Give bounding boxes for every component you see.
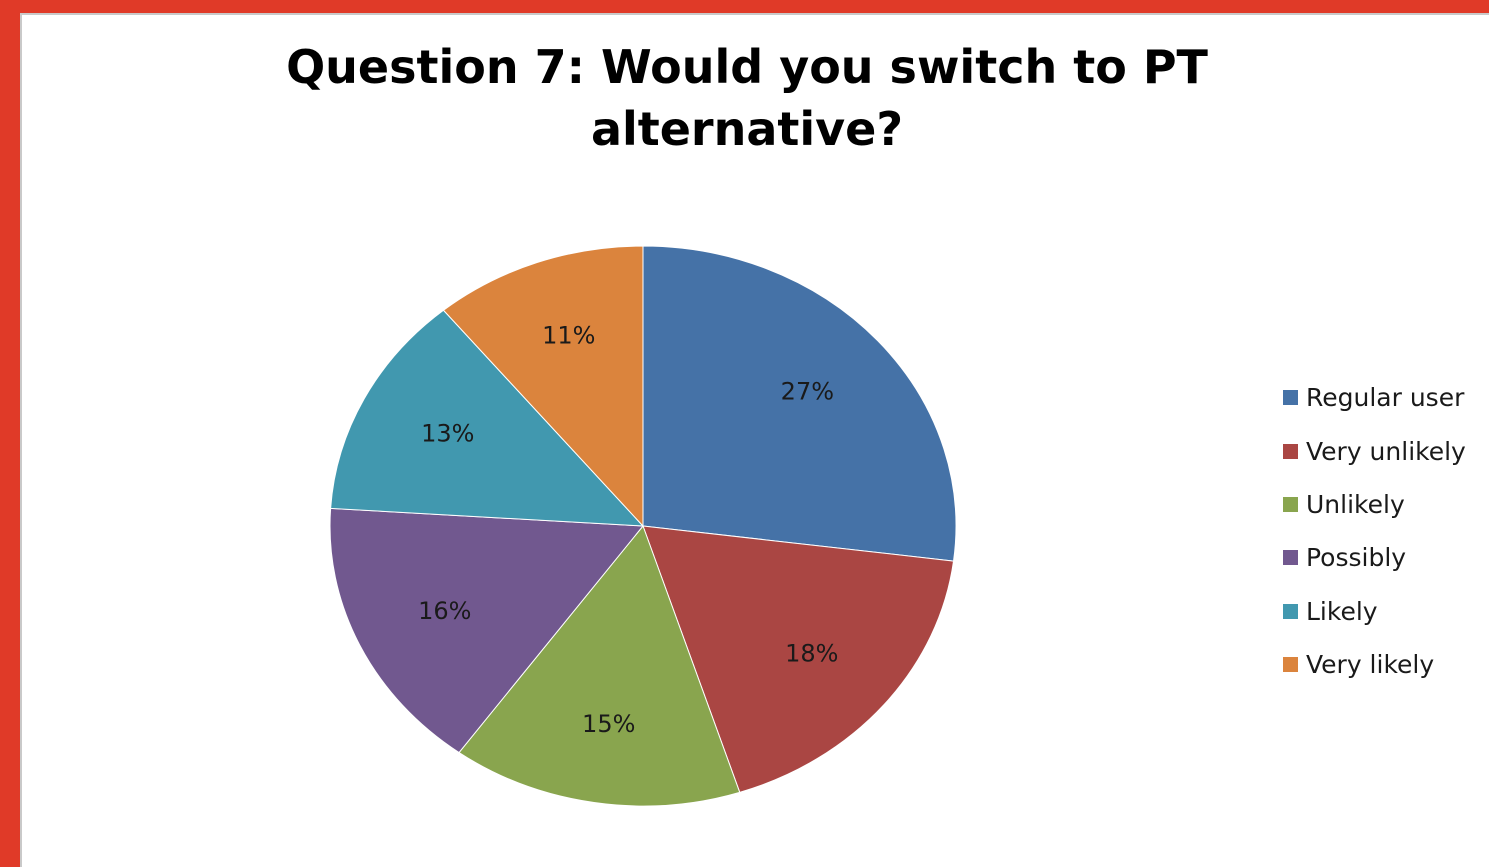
legend-swatch xyxy=(1283,657,1298,673)
data-label-unlikely: 15% xyxy=(582,710,635,738)
legend-label: Possibly xyxy=(1306,543,1407,573)
data-label-possibly: 16% xyxy=(418,597,471,625)
pie-slice-very-unlikely xyxy=(642,525,955,793)
legend-item-unlikely: Unlikely xyxy=(1283,478,1466,531)
legend-swatch xyxy=(1283,603,1298,619)
pie-slice-possibly xyxy=(329,507,645,754)
legend-item-very-likely: Very likely xyxy=(1283,638,1466,691)
pie-slice-unlikely xyxy=(458,524,741,807)
legend-label: Likely xyxy=(1306,596,1378,626)
legend-swatch xyxy=(1283,496,1298,512)
chart-title-line-2: alternative? xyxy=(590,102,904,156)
legend-label: Regular user xyxy=(1306,383,1465,413)
chart-title-line-1: Question 7: Would you switch to PT xyxy=(286,40,1208,94)
legend-item-very-unlikely: Very unlikely xyxy=(1283,424,1466,477)
legend-swatch xyxy=(1283,390,1298,406)
pie-slice-very-likely xyxy=(442,245,644,528)
legend-item-regular-user: Regular user xyxy=(1283,371,1466,424)
chart-legend: Regular user Very unlikely Unlikely Possibl… xyxy=(1283,371,1466,691)
data-label-likely: 13% xyxy=(421,419,474,447)
legend-item-likely: Likely xyxy=(1283,585,1466,638)
legend-label: Unlikely xyxy=(1306,489,1405,519)
legend-label: Very likely xyxy=(1306,650,1435,680)
data-label-very-unlikely: 18% xyxy=(785,640,838,668)
legend-swatch xyxy=(1283,443,1298,459)
data-label-regular-user: 27% xyxy=(781,378,834,406)
data-label-very-likely: 11% xyxy=(542,321,595,349)
chart-title: Question 7: Would you switch to PT alter… xyxy=(0,36,1489,160)
pie-slice-regular-user xyxy=(642,245,957,562)
legend-swatch xyxy=(1283,550,1298,566)
legend-item-possibly: Possibly xyxy=(1283,531,1466,584)
pie-slice-likely xyxy=(330,309,645,527)
legend-label: Very unlikely xyxy=(1306,436,1466,466)
